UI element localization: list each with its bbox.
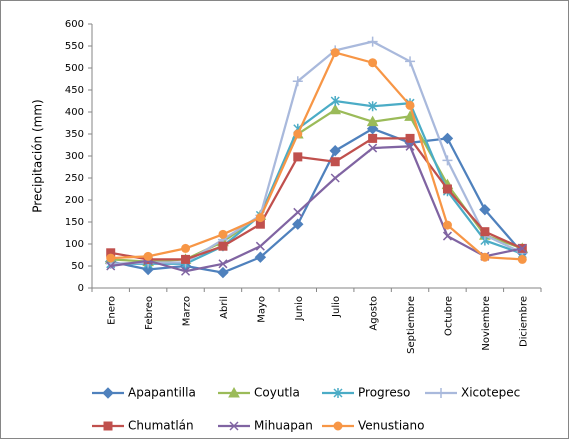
data-point bbox=[405, 56, 416, 67]
y-tick-label: 100 bbox=[65, 239, 84, 250]
data-point bbox=[181, 243, 191, 253]
x-tick-label: Julio bbox=[331, 296, 342, 318]
series-line bbox=[110, 40, 523, 265]
y-tick-label: 550 bbox=[65, 41, 84, 52]
legend-marker bbox=[333, 388, 343, 398]
y-tick-label: 400 bbox=[65, 107, 84, 118]
data-point bbox=[517, 254, 527, 264]
data-point bbox=[368, 133, 378, 143]
data-point bbox=[218, 259, 228, 269]
data-point bbox=[442, 231, 452, 241]
y-tick-label: 350 bbox=[65, 129, 84, 140]
data-point bbox=[106, 261, 116, 271]
legend-label: Progreso bbox=[358, 386, 410, 400]
data-point bbox=[442, 220, 452, 230]
x-tick-label: Marzo bbox=[182, 296, 193, 326]
data-point bbox=[368, 58, 378, 68]
series-line bbox=[110, 137, 523, 261]
legend-marker bbox=[436, 388, 446, 398]
series-line bbox=[110, 127, 524, 274]
x-tick-label: Septiembre bbox=[406, 296, 417, 354]
data-point bbox=[329, 145, 341, 157]
data-point bbox=[292, 76, 303, 87]
x-tick-label: Diciembre bbox=[518, 296, 529, 347]
data-point bbox=[218, 229, 228, 239]
y-tick-label: 150 bbox=[65, 217, 84, 228]
legend-marker bbox=[228, 386, 240, 398]
x-tick-label: Octubre bbox=[443, 296, 454, 336]
legend-label: Coyutla bbox=[254, 386, 300, 400]
data-point bbox=[330, 48, 340, 58]
data-point bbox=[480, 252, 490, 262]
data-point bbox=[218, 241, 228, 251]
data-point bbox=[442, 155, 453, 166]
data-point bbox=[293, 207, 303, 217]
data-point bbox=[405, 133, 415, 143]
x-tick-label: Agosto bbox=[369, 296, 380, 331]
data-point bbox=[330, 96, 340, 106]
series-line bbox=[110, 99, 523, 265]
legend-marker bbox=[103, 421, 113, 431]
legend-marker bbox=[229, 421, 239, 431]
data-point bbox=[181, 266, 191, 276]
legend-label: Mihuapan bbox=[254, 419, 313, 433]
data-point bbox=[441, 132, 454, 145]
data-point bbox=[366, 115, 379, 127]
data-point bbox=[330, 157, 340, 167]
data-point bbox=[405, 100, 415, 110]
series-line bbox=[110, 51, 523, 261]
data-point bbox=[181, 254, 191, 264]
data-point bbox=[329, 103, 342, 115]
x-tick-label: Noviembre bbox=[481, 296, 492, 351]
data-point bbox=[442, 184, 452, 194]
x-tick-label: Mayo bbox=[256, 296, 267, 323]
y-tick-label: 0 bbox=[78, 283, 84, 294]
data-point bbox=[368, 101, 378, 112]
data-point bbox=[106, 253, 116, 263]
y-tick-label: 500 bbox=[65, 63, 84, 74]
data-point bbox=[143, 251, 153, 261]
y-tick-label: 300 bbox=[65, 151, 84, 162]
data-point bbox=[293, 129, 303, 139]
data-point bbox=[517, 243, 527, 253]
data-point bbox=[255, 213, 265, 223]
legend-label: Venustiano bbox=[358, 419, 424, 433]
data-point bbox=[293, 152, 303, 162]
y-tick-label: 450 bbox=[65, 85, 84, 96]
series-line bbox=[110, 145, 523, 273]
x-tick-label: Enero bbox=[107, 296, 118, 325]
x-tick-label: Abril bbox=[219, 296, 230, 319]
y-axis-title: Precipitación (mm) bbox=[31, 99, 45, 212]
data-point bbox=[479, 203, 491, 216]
data-point bbox=[254, 251, 267, 263]
data-point bbox=[255, 241, 265, 251]
y-tick-label: 250 bbox=[65, 173, 84, 184]
legend-label: Xicotepec bbox=[461, 386, 520, 400]
data-point bbox=[292, 218, 304, 230]
data-point bbox=[368, 143, 378, 153]
y-tick-label: 50 bbox=[71, 261, 84, 272]
data-point bbox=[366, 123, 379, 135]
y-tick-label: 200 bbox=[65, 195, 84, 206]
legend-label: Apapantilla bbox=[128, 386, 196, 400]
legend-marker bbox=[333, 421, 343, 431]
data-point bbox=[405, 141, 415, 151]
x-tick-label: Febreo bbox=[144, 296, 155, 330]
data-point bbox=[330, 173, 340, 183]
y-tick-label: 600 bbox=[65, 19, 84, 30]
data-point bbox=[217, 266, 229, 279]
legend-marker bbox=[102, 387, 114, 399]
data-point bbox=[367, 36, 378, 47]
legend-label: Chumatlán bbox=[128, 419, 194, 433]
data-point bbox=[480, 227, 490, 237]
x-tick-label: Junio bbox=[294, 296, 305, 322]
